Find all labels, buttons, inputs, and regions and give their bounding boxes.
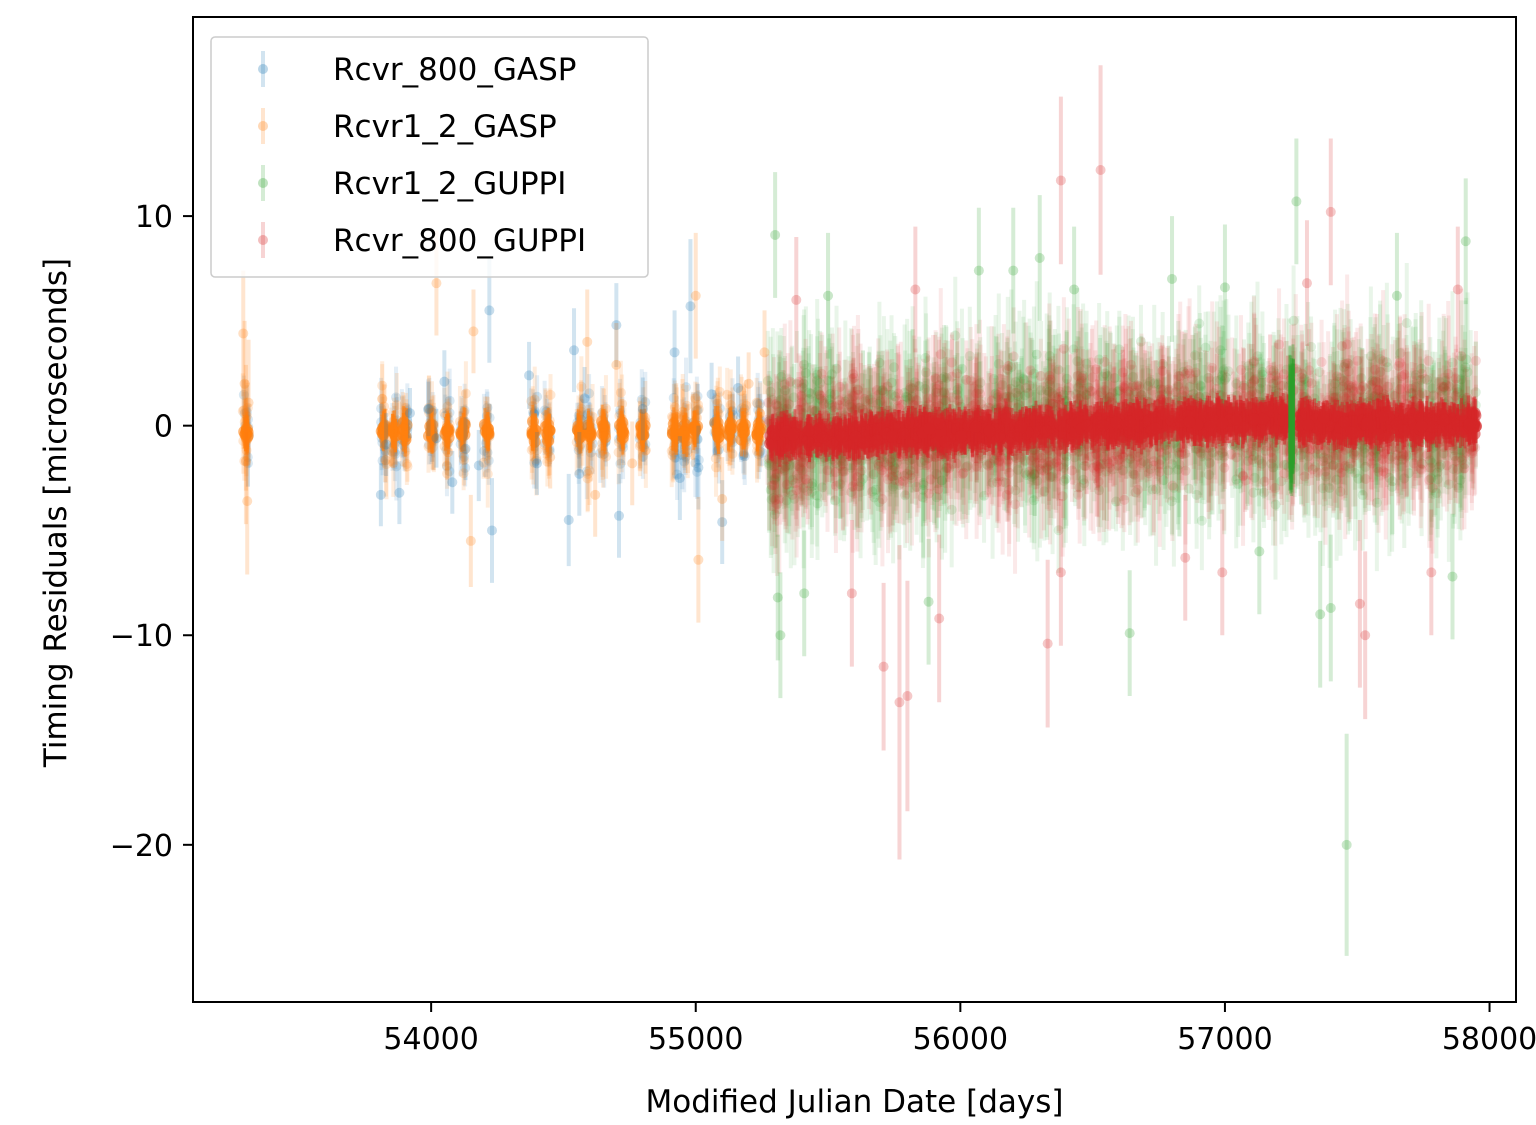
point-texture	[483, 455, 494, 466]
point-texture	[681, 382, 692, 393]
point-texture	[755, 398, 766, 409]
point-texture	[668, 392, 679, 403]
point-texture	[444, 466, 455, 477]
point-texture	[242, 458, 253, 469]
point-texture	[671, 452, 682, 463]
point-texture	[482, 447, 493, 458]
point-texture	[1066, 465, 1077, 476]
point-texture	[526, 396, 537, 407]
point-texture	[725, 400, 736, 411]
point-texture	[388, 458, 399, 469]
residual-cloud	[237, 263, 1483, 580]
point-texture	[584, 388, 595, 399]
point-texture	[391, 461, 402, 472]
point-texture	[615, 387, 626, 398]
point-texture	[667, 450, 678, 461]
point-texture	[711, 462, 722, 473]
point-texture	[613, 447, 624, 458]
point-texture	[242, 452, 253, 463]
point-texture	[458, 455, 469, 466]
point-texture	[640, 397, 651, 408]
point-texture	[693, 454, 704, 465]
point-texture	[807, 404, 818, 415]
point-texture	[1470, 355, 1481, 366]
point-texture	[441, 461, 452, 472]
point-texture	[710, 453, 721, 464]
point-texture	[377, 393, 388, 404]
point-texture	[478, 457, 489, 468]
point-texture	[690, 458, 701, 469]
point-texture	[582, 469, 593, 480]
point-texture	[482, 469, 493, 480]
point-texture	[714, 386, 725, 397]
point-texture	[460, 388, 471, 399]
point-texture	[582, 473, 593, 484]
point-texture	[542, 456, 553, 467]
point-texture	[529, 457, 540, 468]
point-texture	[377, 455, 388, 466]
point-texture	[401, 458, 412, 469]
point-texture	[529, 394, 540, 405]
point-texture	[722, 389, 733, 400]
point-texture	[242, 402, 253, 413]
point-texture	[615, 458, 626, 469]
point-texture	[711, 394, 722, 405]
point-texture	[237, 406, 248, 417]
point-texture	[380, 455, 391, 466]
point-texture	[752, 398, 763, 409]
point-texture	[672, 469, 683, 480]
point-texture	[545, 389, 556, 400]
point-texture	[690, 393, 701, 404]
point-texture	[381, 459, 392, 470]
point-texture	[459, 451, 470, 462]
point-texture	[444, 395, 455, 406]
point-texture	[601, 451, 612, 462]
point-texture	[584, 465, 595, 476]
point-texture	[679, 456, 690, 467]
point-texture	[637, 451, 648, 462]
point-texture	[238, 389, 249, 400]
point-texture	[636, 394, 647, 405]
point-texture	[239, 456, 250, 467]
point-texture	[692, 391, 703, 402]
point-texture	[390, 448, 401, 459]
point-texture	[402, 461, 413, 472]
point-texture	[391, 392, 402, 403]
point-texture	[442, 468, 453, 479]
point-texture	[391, 400, 402, 411]
point-texture	[379, 401, 390, 412]
point-texture	[617, 398, 628, 409]
point-texture	[460, 462, 471, 473]
point-texture	[377, 380, 388, 391]
point-texture	[669, 452, 680, 463]
point-texture	[442, 401, 453, 412]
point-texture	[441, 460, 452, 471]
point-texture	[576, 381, 587, 392]
point-texture	[532, 391, 543, 402]
point-texture	[692, 466, 703, 477]
point-texture	[735, 385, 746, 396]
point-texture	[380, 455, 391, 466]
point-texture	[581, 466, 592, 477]
point-texture	[1025, 365, 1036, 376]
point-texture	[693, 399, 704, 410]
point-texture	[377, 393, 388, 404]
point-texture	[595, 448, 606, 459]
point-texture	[458, 468, 469, 479]
